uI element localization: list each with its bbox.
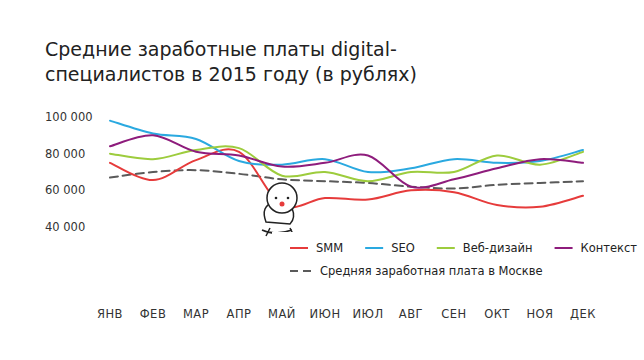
x-tick-label: МАЙ [268,306,296,321]
x-tick-label: АПР [227,307,252,321]
x-tick-label: АВГ [399,307,423,321]
y-tick-label: 80 000 [45,147,85,161]
x-tick-label: ОКТ [484,307,510,321]
series-line [110,170,583,188]
legend-label: Веб-дизайн [463,241,533,255]
legend-label: Контекст [581,241,638,255]
title: Средние заработные платы digital-специал… [45,38,417,85]
background [0,0,644,360]
x-tick-label: СЕН [441,307,466,321]
title-line: специалистов в 2015 году (в рублях) [45,63,417,85]
legend-label: Средняя заработная плата в Москве [320,264,543,278]
x-tick-label: НОЯ [526,307,553,321]
x-tick-label: ФЕВ [140,307,167,321]
figure-eye [287,197,290,200]
x-tick-label: ИЮН [309,307,340,321]
plot-area [110,121,583,208]
x-tick-label: ДЕК [570,307,596,321]
decoration [262,183,297,236]
title-line: Средние заработные платы digital- [45,38,397,60]
y-tick-label: 40 000 [45,220,85,234]
legend-swatch [290,247,308,249]
legend-box [272,232,612,288]
y-tick-label: 60 000 [45,183,85,197]
figure-eye [275,197,278,200]
legend: SMM SEO Веб-дизайн Контекст Средняя заработн… [272,232,637,288]
figure-nose [280,202,285,207]
legend-swatch [555,247,573,249]
y-axis: 40 000 60 000 80 000 100 000 [45,110,98,234]
figure-head [267,183,297,213]
x-tick-label: МАР [183,307,209,321]
chart: Средние заработные платы digital-специал… [0,0,644,360]
legend-label: SEO [391,241,415,255]
x-tick-label: ЯНВ [97,307,123,321]
legend-swatch [437,247,455,249]
x-axis: ЯНВ ФЕВ МАР АПР МАЙ ИЮН ИЮЛ АВГ СЕН ОКТ НОЯ ДЕК [97,306,596,321]
legend-label: SMM [316,241,343,255]
x-tick-label: ИЮЛ [352,307,383,321]
y-tick-label: 100 000 [45,110,93,124]
series-line [110,135,583,187]
legend-swatch [290,270,312,272]
legend-swatch [365,247,383,249]
